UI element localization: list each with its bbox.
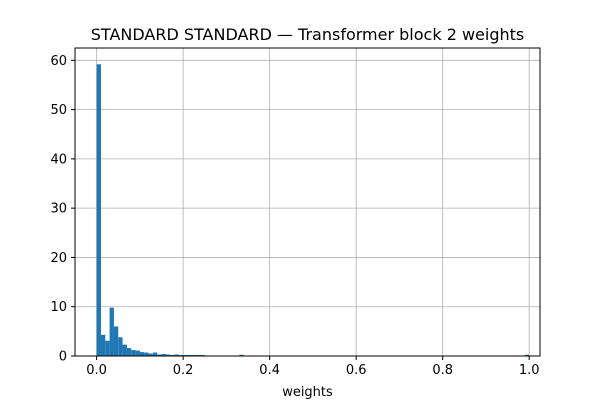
y-tick-label: 0: [59, 350, 67, 365]
histogram-bar: [174, 354, 179, 356]
x-tick-label: 0.2: [173, 363, 194, 378]
histogram-bar: [113, 326, 119, 356]
histogram-bar: [144, 352, 149, 356]
histogram-bar: [131, 350, 136, 356]
x-axis-ticks: 0.0 0.2 0.4 0.6 0.8 1.0: [86, 356, 540, 378]
histogram-bar: [161, 354, 166, 356]
histogram-bar: [109, 307, 114, 356]
x-tick-label: 0.6: [346, 363, 367, 378]
histogram-bar: [148, 353, 153, 356]
y-axis-ticks: 0 10 20 30 40 50 60: [50, 54, 75, 365]
histogram-bar: [239, 354, 244, 356]
histogram-bar: [96, 64, 101, 357]
histogram-bar: [105, 340, 110, 356]
x-tick-label: 0.4: [259, 363, 280, 378]
x-tick-label: 1.0: [519, 363, 540, 378]
histogram-bar: [118, 337, 123, 356]
histogram-bar: [524, 354, 530, 356]
x-tick-label: 0.0: [86, 363, 107, 378]
plot-frame: [74, 47, 541, 357]
histogram-bar: [122, 344, 127, 356]
y-tick-label: 30: [50, 202, 67, 217]
histogram-bar: [139, 352, 145, 356]
y-tick-label: 20: [50, 251, 67, 266]
x-axis-label: weights: [282, 385, 333, 400]
histogram-bar: [135, 350, 140, 356]
histogram-bar: [126, 348, 132, 356]
x-tick-label: 0.8: [432, 363, 453, 378]
y-tick-label: 40: [50, 152, 67, 167]
y-tick-label: 10: [50, 300, 67, 315]
histogram-bar: [157, 354, 162, 356]
histogram-bar: [152, 352, 158, 356]
histogram-bar: [165, 354, 171, 356]
y-tick-label: 50: [50, 103, 67, 118]
histogram-bar: [100, 334, 106, 356]
chart-title: STANDARD STANDARD — Transformer block 2 …: [91, 25, 524, 44]
y-tick-label: 60: [50, 54, 67, 69]
grid-layer: [75, 48, 540, 357]
